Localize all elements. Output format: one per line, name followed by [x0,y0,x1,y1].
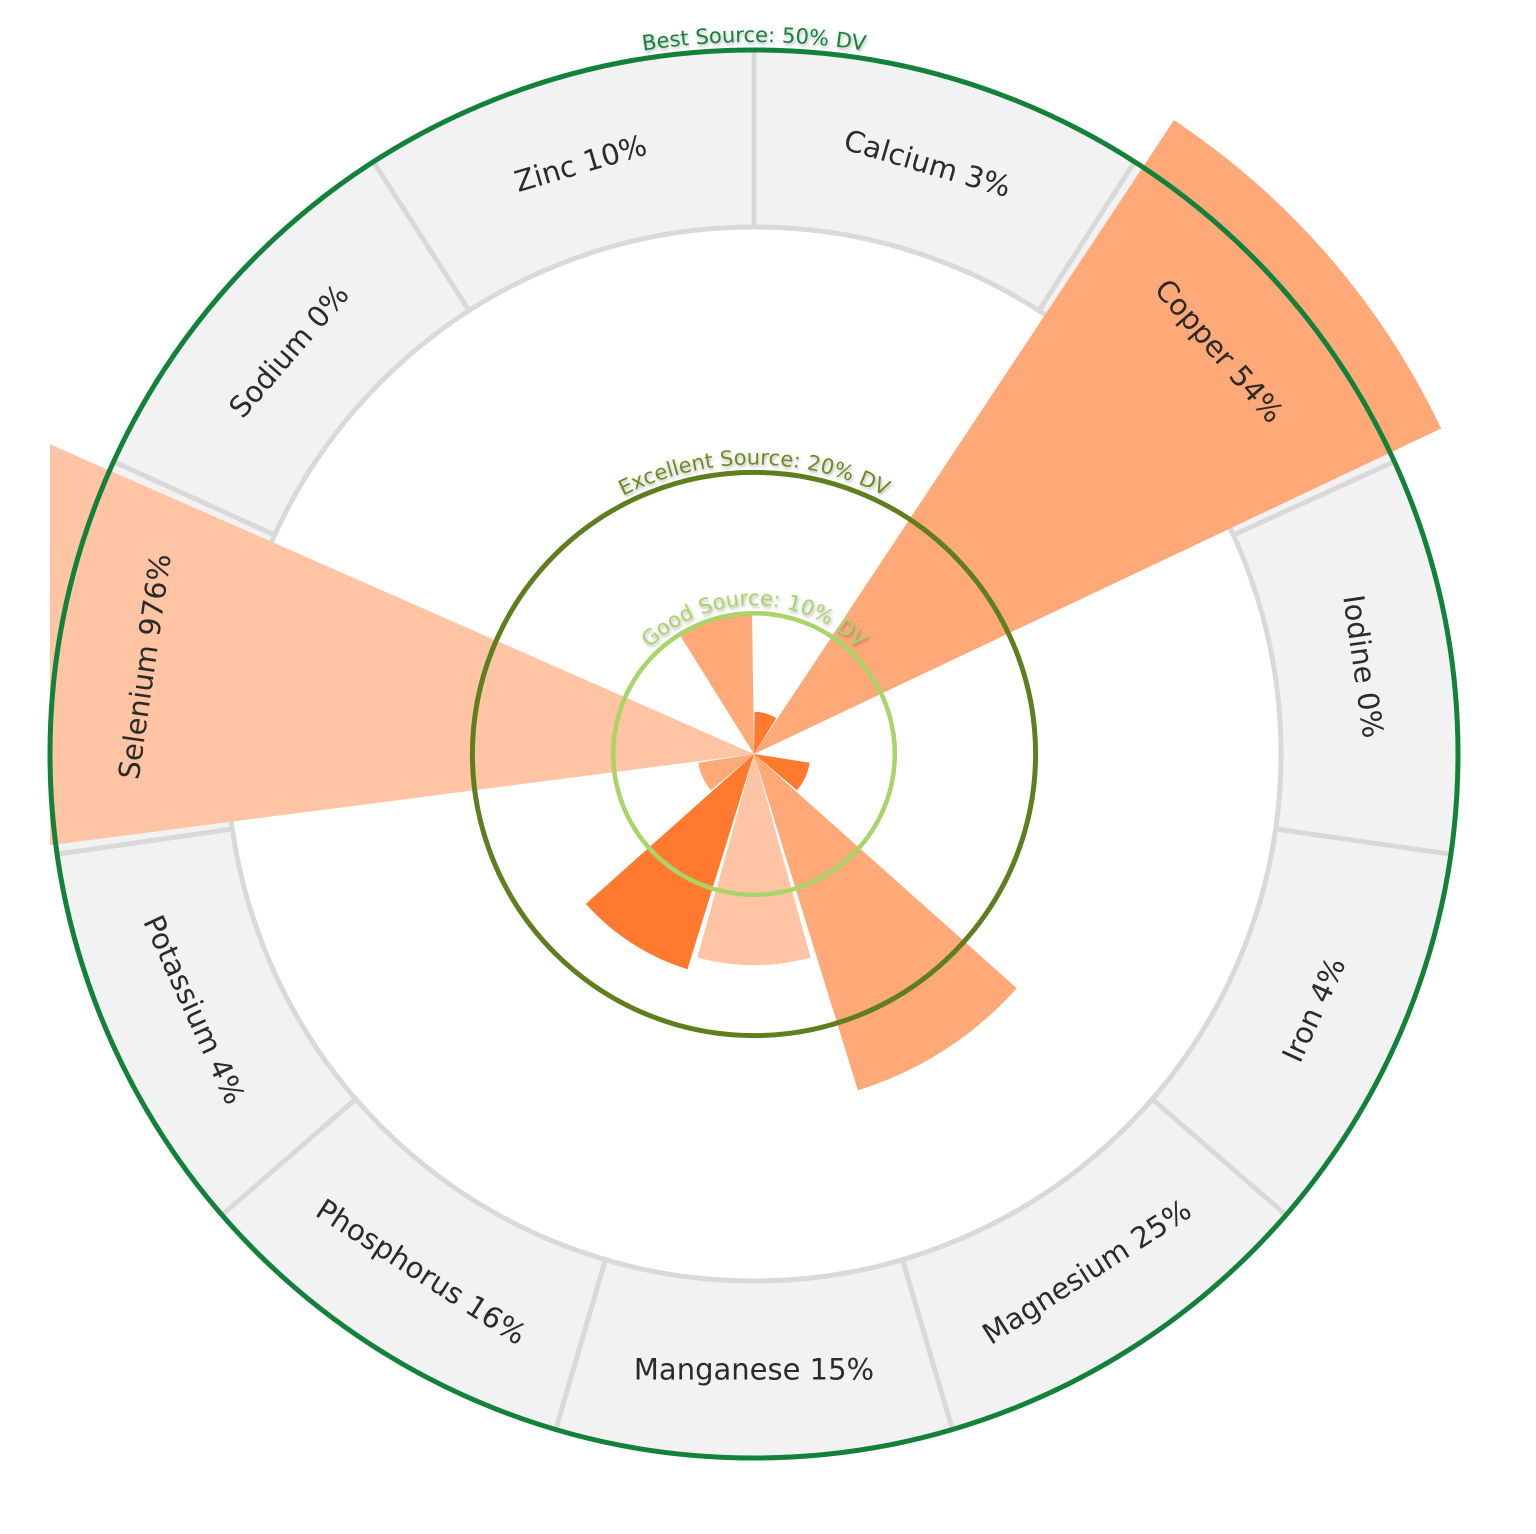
bar-selenium [50,444,754,846]
ring-divider [220,1095,359,1217]
bars [50,120,1442,1091]
ring-divider [112,459,278,539]
ring-divider [371,160,473,314]
bar-zinc [679,613,754,754]
threshold-circle-50 [47,47,1461,1461]
bar-calcium [754,711,777,754]
threshold-circle-10 [610,610,898,898]
ring-divider [56,826,235,857]
ring-divider [1273,826,1452,857]
ring-divider [1035,160,1137,314]
bar-iron [754,754,810,791]
ring-divider [1230,459,1396,539]
label-manganese: Manganese 15% [634,1353,874,1387]
bar-phosphorus [585,754,754,970]
ring-divider [1149,1095,1288,1217]
bar-magnesium [754,754,1017,1091]
threshold-circle-20 [469,469,1039,1039]
bar-copper [754,120,1442,755]
ring-divider [899,1257,955,1431]
bar-potassium [698,754,754,791]
ring-divider [553,1257,609,1431]
bar-manganese [697,754,811,966]
